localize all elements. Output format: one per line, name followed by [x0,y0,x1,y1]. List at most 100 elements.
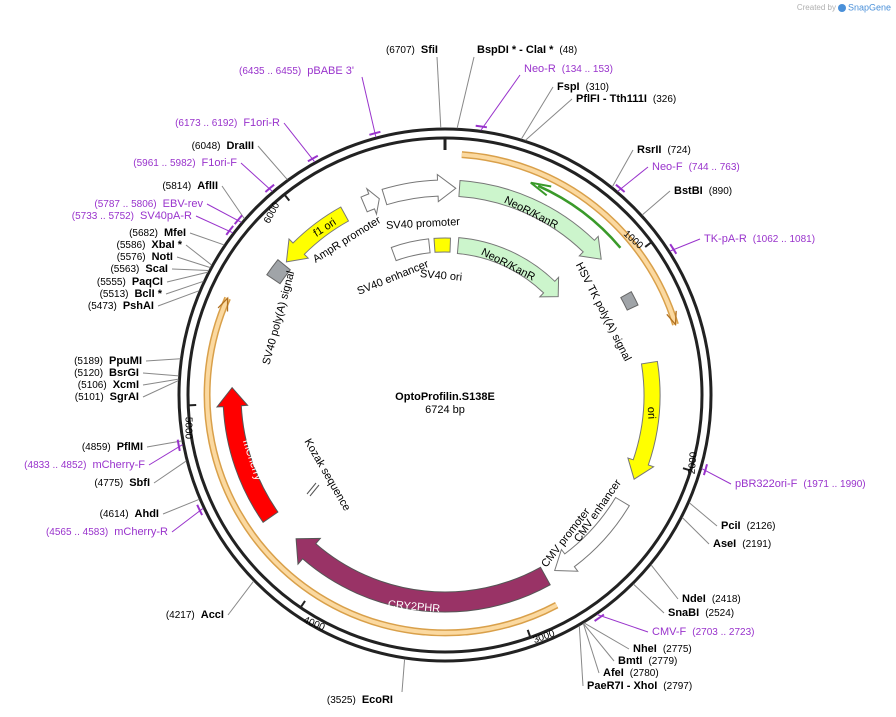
primer-name: pBABE 3' [307,65,354,77]
primer-range: (2703 .. 2723) [692,627,754,638]
site-leader [650,564,679,600]
kozak-mark [309,484,320,497]
site-leader [162,498,200,515]
site-leader [153,460,187,484]
ruler-tick [526,629,532,638]
map-name: OptoProfilin.S138E [395,391,495,403]
site-leader [189,232,225,246]
ruler-tick [283,193,291,202]
primer-label: (5733 .. 5752) SV40pA-R [72,210,192,222]
site-leader [688,502,718,527]
site-name: BsrGI [109,367,139,379]
ruler-label: 4000 [302,615,327,634]
ruler-label: 2000 [687,451,700,475]
primer-mark [669,243,678,255]
primer-label: (5787 .. 5806) EBV-rev [94,198,203,210]
primer-mark [702,463,708,476]
feature-shape [627,360,661,480]
primer-mark [176,439,181,452]
site-position: (5101) [75,392,104,403]
site-position: (2797) [663,681,692,692]
primer-leader [206,203,242,223]
primer-mark [225,225,234,236]
site-label: (4614) AhdI [100,508,159,520]
site-label: (5101) SgrAI [75,391,139,403]
site-position: (5473) [88,301,117,312]
site-name: SgrAI [110,391,139,403]
site-leader [176,256,211,269]
site-label: (5814) AflII [162,180,218,192]
site-label: (5189) PpuMI [74,355,142,367]
primer-name: mCherry-R [114,526,168,538]
ruler-label: 5000 [182,417,193,440]
site-name: PflMI [117,441,143,453]
site-name: RsrII [637,144,661,156]
primer-label: (4833 .. 4852) mCherry-F [24,459,145,471]
primer-label: TK-pA-R (1062 .. 1081) [704,233,815,245]
site-position: (5576) [117,252,146,263]
primer-mark [196,504,203,516]
site-leader [142,380,179,398]
primer-range: (1062 .. 1081) [753,234,815,245]
feature-label: ori [645,407,658,420]
primer-range: (5733 .. 5752) [72,211,134,222]
site-leader [185,244,213,266]
site-leader [641,190,671,216]
site-position: (48) [559,45,577,56]
site-label: (5513) BclI * [100,288,163,300]
ruler-tick [644,241,653,248]
primer-range: (5787 .. 5806) [94,199,156,210]
primer-leader [617,166,649,192]
site-label: (3525) EcoRI [327,694,393,706]
site-name: FspI [557,81,580,93]
primer-leader [480,74,521,131]
site-leader [582,623,615,662]
site-leader [578,625,584,687]
ruler-tick [682,467,691,472]
site-position: (5120) [74,368,103,379]
brand: SnapGene [848,2,891,12]
site-position: (4859) [82,442,111,453]
site-name: EcoRI [362,694,393,706]
site-name: MfeI [164,227,186,239]
site-leader [611,149,634,188]
site-name: PpuMI [109,355,142,367]
feature-label: Kozak sequence [302,437,353,513]
primer-label: pBR322ori-F (1971 .. 1990) [735,478,866,490]
kozak-mark [306,482,317,495]
feature-label: SV40 promoter [386,216,461,232]
site-position: (310) [586,82,609,93]
primer-range: (6435 .. 6455) [239,66,301,77]
site-position: (3525) [327,695,356,706]
site-position: (4614) [100,509,129,520]
site-position: (2780) [630,668,659,679]
site-leader [257,145,288,180]
site-label: NheI (2775) [633,643,692,655]
site-position: (2775) [663,644,692,655]
site-leader [166,271,209,283]
site-label: PflFI - Tth111I (326) [576,93,676,105]
feature-shape [620,291,639,311]
site-label: AseI (2191) [713,538,771,550]
primer-leader [148,444,183,466]
site-label: (5586) XbaI * [117,239,183,251]
feature-shape [456,237,560,298]
site-name: NotI [152,251,173,263]
site-leader [146,440,183,448]
primer-range: (6173 .. 6192) [175,118,237,129]
site-name: XcmI [113,379,139,391]
site-leader [157,290,200,307]
site-label: BstBI (890) [674,185,732,197]
primer-leader [361,76,377,138]
site-leader [221,185,245,220]
site-position: (2418) [712,594,741,605]
feature-label: SV40 ori [419,268,462,284]
site-leader [171,268,209,271]
site-leader [583,622,630,650]
site-name: DraIII [226,140,254,152]
site-label: FspI (310) [557,81,609,93]
orf-arc [205,297,558,635]
site-position: (6707) [386,45,415,56]
feature-label: SV40 poly(A) signal [261,270,298,366]
site-label: (5682) MfeI [129,227,186,239]
